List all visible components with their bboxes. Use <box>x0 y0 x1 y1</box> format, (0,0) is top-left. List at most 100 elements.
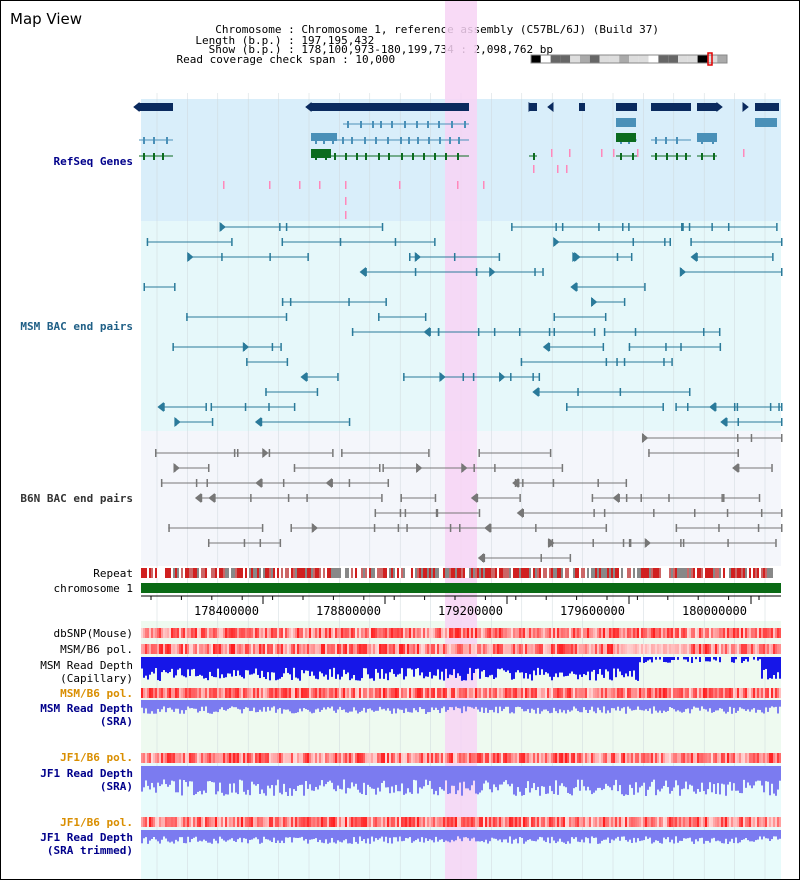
msm-b6-pol-heat <box>169 644 171 654</box>
msm-depth-sra-bar <box>659 700 661 711</box>
msm-depth-sra-bar <box>575 700 577 709</box>
msm-bac-pair-end <box>622 223 624 231</box>
msm-depth-sra-bar <box>547 700 549 712</box>
repeat-block <box>371 568 373 578</box>
jf1-b6-pol-heat <box>569 753 571 763</box>
msm-b6-pol-heat <box>711 644 713 654</box>
jf1-b6-pol-trimmed-heat <box>743 817 745 827</box>
jf1-depth-sra-trimmed-bar <box>507 830 509 843</box>
msm-depth-sra-bar <box>271 700 273 708</box>
msm-b6-pol-sra-heat <box>299 688 301 698</box>
msm-depth-sra-bar <box>519 700 521 708</box>
msm-depth-capillary-bar <box>615 657 617 678</box>
b6n-bac-pair-end <box>775 539 777 547</box>
repeat-block <box>355 568 357 578</box>
msm-b6-pol-sra-heat <box>493 688 495 698</box>
msm-depth-capillary-bar <box>643 657 645 663</box>
repeat-block <box>613 568 615 578</box>
track-label-msm-bac[interactable]: MSM BAC end pairs <box>20 320 133 333</box>
jf1-depth-sra-trimmed-bar <box>627 830 629 842</box>
jf1-b6-pol-trimmed-heat <box>557 817 559 827</box>
msm-b6-pol-sra-heat <box>681 688 683 698</box>
msm-bac-pair-arrow <box>219 221 226 233</box>
repeat-block <box>245 568 247 578</box>
repeat-block <box>457 568 459 578</box>
track-label-jf1-pol-sra-trimmed: JF1/B6 pol. <box>60 816 133 829</box>
msm-depth-capillary-bar <box>765 657 767 669</box>
repeat-block <box>337 568 339 578</box>
msm-depth-sra-bar <box>523 700 525 712</box>
msm-b6-pol-heat <box>185 644 187 654</box>
jf1-b6-pol-trimmed-heat <box>151 817 153 827</box>
jf1-depth-sra-trimmed-bar <box>291 830 293 843</box>
msm-depth-capillary-bar <box>425 657 427 677</box>
jf1-depth-sra-trimmed-bar <box>625 830 627 841</box>
msm-depth-capillary-bar <box>565 657 567 677</box>
jf1-depth-sra-bar <box>437 766 439 796</box>
msm-b6-pol-sra-heat <box>237 688 239 698</box>
dbsnp-heat <box>495 628 497 638</box>
repeat-block <box>769 568 771 578</box>
b6n-bac-pair-end <box>737 434 739 442</box>
msm-depth-sra-bar <box>291 700 293 714</box>
msm-depth-sra-bar <box>319 700 321 712</box>
jf1-b6-pol-heat <box>645 753 647 763</box>
msm-bac-pair-arrow <box>570 281 577 293</box>
jf1-b6-pol-heat <box>165 753 167 763</box>
msm-b6-pol-sra-heat <box>339 688 341 698</box>
jf1-depth-sra-trimmed-bar <box>697 830 699 842</box>
dbsnp-heat <box>637 628 639 638</box>
jf1-depth-sra-trimmed-bar <box>405 830 407 838</box>
b6n-bac-pair-arrow <box>732 462 739 474</box>
msm-b6-pol-heat <box>687 644 689 654</box>
repeat-block <box>247 568 249 578</box>
jf1-depth-sra-bar <box>583 766 585 787</box>
jf1-b6-pol-trimmed-heat <box>509 817 511 827</box>
repeat-block <box>499 568 501 578</box>
jf1-b6-pol-trimmed-heat <box>343 817 345 827</box>
jf1-depth-sra-bar <box>257 766 259 785</box>
refseq-exon <box>351 137 353 144</box>
msm-b6-pol-heat <box>407 644 409 654</box>
jf1-depth-sra-trimmed-bar <box>573 830 575 839</box>
jf1-b6-pol-heat <box>431 753 433 763</box>
refseq-exon <box>676 137 678 144</box>
repeat-block <box>399 568 401 578</box>
info-length: Length (b.p.) : 197,195,432 <box>151 24 374 57</box>
jf1-b6-pol-trimmed-heat <box>655 817 657 827</box>
jf1-b6-pol-heat <box>191 753 193 763</box>
msm-bac-pair-arrow <box>690 251 697 263</box>
track-label-b6n-bac[interactable]: B6N BAC end pairs <box>20 492 133 505</box>
msm-b6-pol-heat <box>479 644 481 654</box>
jf1-b6-pol-trimmed-heat <box>649 817 651 827</box>
msm-b6-pol-sra-heat <box>567 688 569 698</box>
msm-bac-pair-end <box>307 253 309 261</box>
repeat-block <box>305 568 307 578</box>
track-label-refseq[interactable]: RefSeq Genes <box>53 155 133 168</box>
jf1-depth-sra-trimmed-bar <box>471 830 473 839</box>
msm-b6-pol-heat <box>589 644 591 654</box>
b6n-bac-pair-end <box>331 479 333 487</box>
jf1-depth-sra-trimmed-bar <box>705 830 707 841</box>
jf1-depth-sra-trimmed-bar <box>623 830 625 837</box>
msm-b6-pol-heat <box>565 644 567 654</box>
jf1-b6-pol-heat <box>641 753 643 763</box>
jf1-depth-sra-bar <box>463 766 465 782</box>
jf1-depth-sra-trimmed-bar <box>189 830 191 843</box>
msm-depth-capillary-bar <box>695 657 697 660</box>
b6n-bac-pair-end <box>434 494 437 502</box>
track-label-jf1-depth-sra-trimmed-line1: JF1 Read Depth <box>40 831 133 844</box>
jf1-b6-pol-trimmed-heat <box>383 817 385 827</box>
msm-depth-capillary-bar <box>539 657 541 675</box>
msm-b6-pol-sra-heat <box>549 688 551 698</box>
msm-depth-sra-bar <box>187 700 189 707</box>
jf1-b6-pol-trimmed-heat <box>501 817 503 827</box>
refseq-exon <box>400 137 402 144</box>
msm-depth-capillary-bar <box>491 657 493 675</box>
msm-depth-capillary-bar <box>487 657 489 678</box>
jf1-depth-sra-trimmed-bar <box>773 830 775 837</box>
jf1-b6-pol-trimmed-heat <box>361 817 363 827</box>
msm-depth-sra-bar <box>405 700 407 709</box>
dbsnp-heat <box>621 628 623 638</box>
